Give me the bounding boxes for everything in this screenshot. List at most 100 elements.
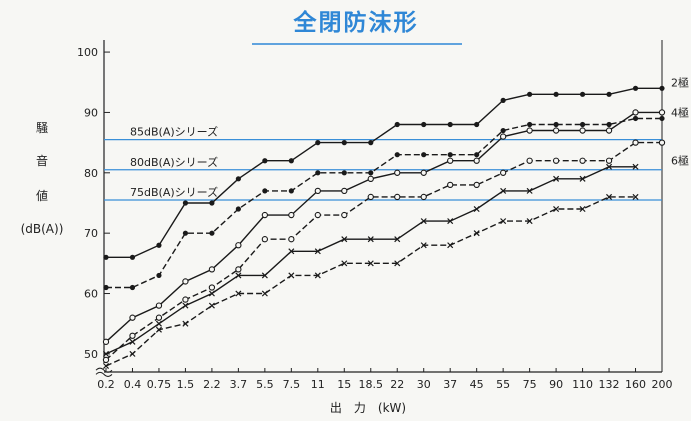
- data-point: [394, 121, 400, 128]
- data-point: [500, 187, 507, 194]
- data-point: [367, 175, 374, 182]
- data-point: [262, 158, 268, 164]
- y-tick-label: 70: [84, 227, 98, 240]
- ylabel-unit: (dB(A)): [21, 222, 64, 236]
- data-point: [209, 230, 215, 236]
- series-line: [106, 117, 662, 289]
- data-point: [474, 152, 480, 158]
- x-tick-label: 90: [549, 378, 563, 391]
- data-point: [605, 157, 613, 164]
- data-point: [102, 362, 110, 369]
- data-point: [129, 332, 136, 339]
- data-point: [103, 284, 109, 291]
- data-point: [605, 127, 613, 134]
- data-point: [579, 91, 586, 97]
- data-point: [579, 121, 586, 128]
- x-tick-label: 45: [470, 378, 484, 391]
- series-2: [103, 115, 665, 291]
- x-tick-label: 11: [311, 378, 325, 391]
- data-point: [182, 200, 189, 206]
- chart-title: 全閉防沫形: [293, 9, 419, 36]
- data-point: [606, 163, 613, 170]
- data-point: [420, 218, 427, 225]
- x-tick-label: 37: [443, 378, 457, 391]
- data-point: [473, 181, 480, 189]
- data-point: [632, 163, 639, 170]
- data-point: [474, 121, 480, 128]
- data-point: [314, 248, 321, 255]
- data-point: [447, 157, 454, 164]
- data-point: [341, 236, 348, 243]
- data-point: [367, 236, 374, 243]
- pole-label: 2極: [671, 75, 689, 89]
- data-point: [156, 242, 162, 248]
- data-point: [658, 139, 666, 146]
- data-point: [156, 272, 162, 279]
- data-point: [182, 230, 189, 236]
- reference-line-label: 85dB(A)シリーズ: [130, 125, 218, 139]
- data-point: [288, 272, 295, 279]
- data-point: [421, 152, 427, 158]
- data-point: [553, 121, 559, 128]
- data-point: [208, 302, 215, 309]
- data-point: [473, 157, 480, 164]
- data-point: [447, 242, 454, 249]
- data-point: [341, 211, 348, 219]
- x-tick-label: 30: [417, 378, 431, 391]
- data-point: [155, 314, 163, 321]
- data-point: [235, 176, 241, 182]
- data-point: [579, 157, 586, 164]
- data-point: [499, 133, 507, 140]
- data-point: [341, 187, 348, 195]
- x-tick-label: 15: [337, 378, 351, 391]
- x-tick-label: 18.5: [359, 378, 384, 391]
- data-point: [632, 139, 639, 146]
- x-tick-label: 200: [652, 378, 673, 391]
- data-point: [473, 230, 480, 237]
- data-point: [632, 193, 639, 200]
- y-tick-label: 50: [84, 348, 98, 361]
- data-point: [632, 109, 639, 116]
- data-point: [394, 260, 401, 267]
- data-point: [315, 140, 321, 146]
- data-point: [367, 260, 374, 267]
- data-point: [500, 97, 506, 103]
- data-point: [129, 338, 136, 345]
- data-point: [526, 157, 533, 164]
- data-point: [447, 181, 454, 189]
- data-point: [394, 169, 401, 176]
- data-point: [606, 121, 612, 128]
- series-line: [106, 87, 662, 258]
- data-point: [553, 205, 560, 213]
- data-point: [314, 187, 321, 195]
- series-line: [105, 111, 662, 343]
- x-tick-label: 7.5: [283, 378, 301, 391]
- reference-line-label: 80dB(A)シリーズ: [130, 155, 218, 169]
- data-point: [155, 302, 163, 309]
- data-point: [447, 218, 454, 225]
- data-point: [102, 356, 110, 364]
- ylabel-char-1: 騒: [36, 121, 48, 135]
- data-point: [659, 115, 665, 122]
- y-tick-label: 60: [84, 288, 98, 301]
- data-point: [526, 187, 533, 194]
- series-1: [103, 85, 665, 260]
- data-point: [341, 140, 347, 146]
- data-point: [500, 127, 506, 134]
- x-tick-label: 5.5: [256, 378, 274, 391]
- series-5: [102, 163, 639, 357]
- data-point: [394, 193, 401, 201]
- pole-labels: 2極 4極 6極: [671, 75, 689, 167]
- data-point: [658, 109, 666, 116]
- ylabel-char-3: 値: [36, 188, 48, 203]
- data-point: [155, 326, 162, 333]
- data-point: [182, 320, 189, 327]
- data-point: [208, 266, 216, 273]
- ylabel-char-2: 音: [36, 153, 48, 168]
- data-point: [235, 272, 242, 279]
- data-point: [553, 175, 560, 182]
- data-point: [659, 85, 665, 91]
- data-point: [553, 91, 559, 97]
- data-point: [420, 169, 427, 176]
